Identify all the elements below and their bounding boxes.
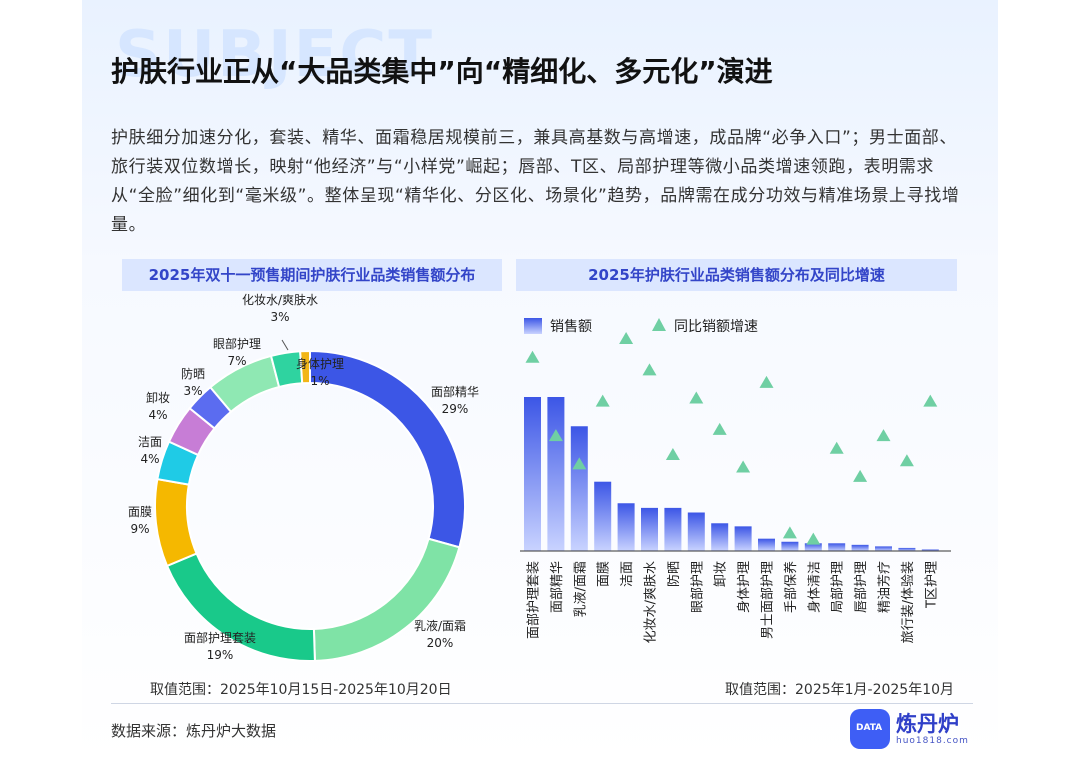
growth-marker: [548, 429, 563, 442]
x-tick-label: 唇部护理: [854, 561, 869, 613]
x-tick-label: 精油芳疗: [878, 561, 893, 613]
legend-swatch-sales: [524, 318, 542, 334]
left-chart-heading: 2025年双十一预售期间护肤行业品类销售额分布: [122, 259, 502, 291]
right-chart-range: 取值范围：2025年1月-2025年10月: [725, 682, 955, 698]
footer-divider: [111, 703, 973, 704]
donut-slice-percent: 3%: [270, 310, 289, 324]
logo-url: huo1818.com: [896, 736, 969, 746]
x-tick-label: 化妆水/爽肤水: [644, 561, 659, 643]
sales-bar: [594, 481, 612, 551]
growth-marker: [665, 447, 680, 460]
logo-badge-icon: DATA: [850, 709, 890, 749]
sales-bar: [804, 543, 822, 551]
growth-marker: [759, 375, 774, 388]
donut-slice-name: 卸妆: [146, 390, 170, 405]
donut-slice-percent: 4%: [148, 408, 167, 422]
x-tick-label: 身体护理: [736, 561, 752, 613]
logo-name: 炼丹炉: [896, 712, 959, 736]
right-chart-heading: 2025年护肤行业品类销售额分布及同比增速: [516, 259, 957, 291]
growth-marker: [829, 441, 844, 454]
donut-slice-name: 乳液/面霜: [414, 618, 466, 633]
donut-slice: [154, 477, 198, 568]
donut-slice-name: 眼部护理: [213, 336, 261, 351]
sales-bar: [687, 512, 705, 551]
x-tick-label: T区护理: [924, 561, 939, 609]
x-tick-label: 洁面: [620, 561, 635, 587]
page-title: 护肤行业正从“大品类集中”向“精细化、多元化”演进: [111, 55, 773, 88]
left-chart-range: 取值范围：2025年10月15日-2025年10月20日: [150, 682, 452, 698]
legend-marker-growth: [652, 318, 666, 331]
logo-badge-text: DATA: [856, 723, 883, 733]
donut-slice-name: 面部精华: [431, 384, 479, 399]
data-source: 数据来源：炼丹炉大数据: [111, 722, 277, 740]
growth-marker: [619, 332, 634, 344]
x-tick-label: 男士面部护理: [761, 561, 776, 639]
donut-slice-percent: 20%: [427, 636, 454, 650]
donut-slice-name: 面膜: [128, 505, 152, 519]
sales-bar: [547, 397, 565, 551]
x-tick-label: 卸妆: [713, 561, 729, 587]
sales-bar: [734, 526, 752, 551]
x-tick-label: 面部精华: [550, 561, 565, 613]
donut-leader-line: [281, 339, 289, 351]
x-tick-label: 手部保养: [783, 561, 799, 613]
sales-bar: [898, 547, 916, 551]
sales-bar: [570, 426, 588, 551]
growth-marker: [782, 526, 797, 539]
sales-bar: [828, 543, 846, 551]
growth-marker: [689, 391, 704, 404]
donut-slice: [299, 349, 311, 385]
x-tick-label: 面部护理套装: [526, 561, 542, 639]
donut-slice-name: 化妆水/爽肤水: [242, 292, 318, 307]
growth-marker: [923, 394, 938, 407]
x-tick-label: 眼部护理: [690, 561, 705, 613]
growth-marker: [853, 469, 868, 482]
sales-bar: [851, 544, 869, 551]
sales-bar: [711, 523, 729, 551]
growth-marker: [806, 532, 821, 545]
sales-bar: [781, 541, 799, 551]
donut-slice-percent: 1%: [310, 374, 329, 388]
brand-logo: DATA 炼丹炉 huo1818.com: [850, 709, 969, 749]
x-tick-label: 乳液/面霜: [573, 561, 588, 617]
sales-bar: [524, 397, 541, 551]
x-tick-label: 面膜: [597, 561, 612, 587]
sales-bar: [641, 507, 658, 551]
donut-slice: [309, 349, 466, 549]
donut-slice-percent: 29%: [442, 402, 469, 416]
donut-slice-percent: 7%: [227, 354, 246, 368]
x-tick-label: 防晒: [666, 561, 682, 587]
donut-slice-name: 洁面: [138, 435, 162, 449]
donut-slice-name: 面部护理套装: [184, 630, 256, 645]
legend-label-growth: 同比销额增速: [674, 319, 758, 335]
x-tick-label: 身体清洁: [806, 561, 822, 613]
logo-text-group: 炼丹炉 huo1818.com: [896, 712, 969, 746]
growth-marker: [525, 350, 540, 363]
summary-paragraph: 护肤细分加速分化，套装、精华、面霜稳居规模前三，兼具高基数与高增速，成品牌“必争…: [111, 128, 960, 235]
x-tick-label: 局部护理: [831, 561, 846, 613]
legend-label-sales: 销售额: [550, 319, 592, 335]
donut-slice-percent: 3%: [183, 384, 202, 398]
donut-chart: 面部精华 29% 乳液/面霜 20% 面部护理套装 19% 面膜 9% 洁面 4% 卸妆 4% 防晒 3%…: [128, 292, 479, 662]
growth-marker: [712, 422, 727, 435]
sales-bar: [758, 538, 775, 551]
growth-marker: [736, 460, 751, 473]
sales-bar: [617, 503, 635, 551]
x-tick-label: 旅行装/体验装: [900, 561, 916, 643]
growth-marker: [876, 429, 891, 442]
donut-slice-percent: 19%: [207, 648, 234, 662]
growth-marker: [899, 454, 914, 467]
growth-marker: [595, 394, 610, 407]
sales-bar: [664, 507, 682, 551]
sales-bar: [921, 549, 939, 551]
donut-slice-percent: 9%: [130, 522, 149, 536]
donut-slice-percent: 4%: [140, 452, 159, 466]
donut-slice-name: 防晒: [181, 366, 205, 381]
growth-marker: [642, 363, 657, 376]
background-watermark-word: SUBJECT: [115, 18, 434, 92]
donut-slice-name: 身体护理: [296, 356, 344, 371]
growth-marker: [572, 457, 587, 470]
sales-bar: [875, 546, 892, 551]
